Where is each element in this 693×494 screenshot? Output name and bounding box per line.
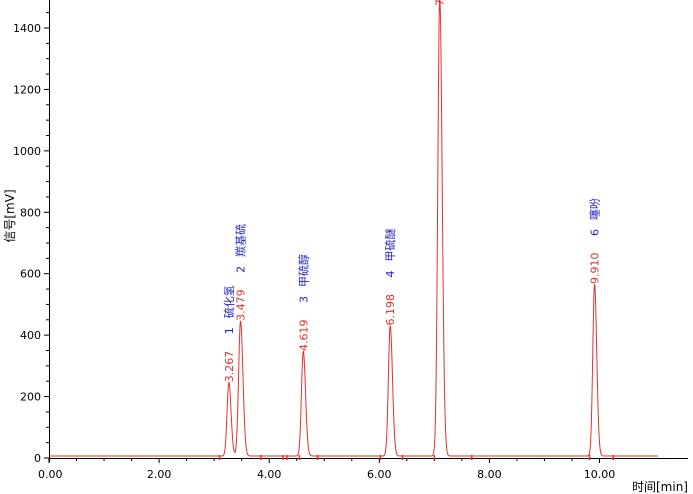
peak-label-2: 3.479 2 羰基硫 (234, 224, 248, 321)
peak-retention-time: 7.098 (434, 0, 447, 6)
x-axis-label: 时间[min] (632, 480, 688, 494)
peak-number: 6 (589, 229, 602, 236)
x-tick-label: 8.00 (477, 468, 502, 481)
y-tick-label: 800 (20, 206, 41, 219)
x-tick-label: 6.00 (367, 468, 392, 481)
peak-number: 2 (235, 266, 248, 273)
peak-compound-name: 甲硫醚 (383, 228, 397, 261)
y-axis-label: 信号[mV] (3, 189, 17, 242)
y-ticks: 0 200 400 600 800 1000 1200 1400 (13, 12, 49, 465)
peak-label-5: 7.0985二硫化碳 (434, 0, 447, 6)
y-tick-label: 200 (20, 391, 41, 404)
peak-number: 3 (297, 296, 310, 303)
y-tick-label: 1400 (13, 22, 41, 35)
x-ticks: 0.00 2.00 4.00 6.00 8.00 10.00 (38, 458, 615, 481)
peak-compound-name: 噻吩 (588, 198, 602, 220)
peak-number: 1 (223, 327, 236, 334)
peak-label-3: 4.619 3 甲硫醇 (296, 254, 310, 351)
y-tick-label: 600 (20, 268, 41, 281)
x-tick-label: 2.00 (147, 468, 172, 481)
x-tick-label: 0.00 (38, 468, 63, 481)
peak-retention-time: 9.910 (589, 253, 602, 285)
x-tick-label: 10.00 (584, 468, 616, 481)
peak-compound-name: 甲硫醇 (296, 254, 310, 287)
peak-retention-time: 4.619 (297, 319, 310, 351)
peak-label-6: 9.910 6 噻吩 (588, 198, 602, 284)
peak-label-1: 3.267 1 硫化氢 (222, 285, 236, 382)
peak-retention-time: 3.479 (235, 289, 248, 321)
peak-retention-time: 3.267 (223, 351, 236, 383)
y-tick-label: 0 (34, 452, 41, 465)
peak-label-4: 6.198 4 甲硫醚 (383, 228, 397, 325)
peak-compound-name: 羰基硫 (234, 224, 248, 257)
y-tick-label: 1000 (13, 145, 41, 158)
peak-retention-time: 6.198 (384, 294, 397, 326)
y-tick-label: 400 (20, 329, 41, 342)
y-tick-label: 1200 (13, 83, 41, 96)
peak-compound-name: 硫化氢 (222, 285, 236, 318)
signal-line (50, 0, 658, 457)
peak-number: 4 (384, 270, 397, 277)
axes (49, 0, 688, 462)
x-tick-label: 4.00 (257, 468, 282, 481)
